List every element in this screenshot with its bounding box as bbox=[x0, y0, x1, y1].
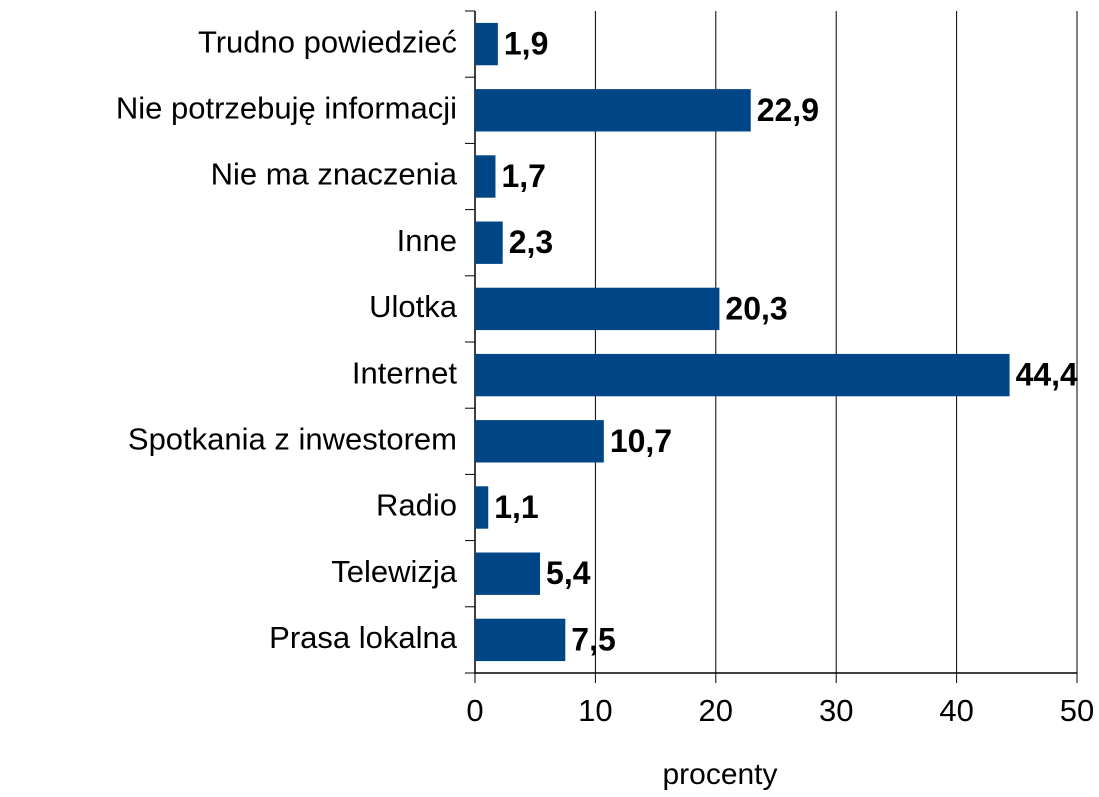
value-label: 22,9 bbox=[757, 92, 819, 128]
y-tick-label: Spotkania z inwestorem bbox=[128, 421, 457, 456]
bar bbox=[475, 420, 604, 463]
bar bbox=[475, 221, 503, 264]
value-label: 5,4 bbox=[546, 555, 591, 591]
bar bbox=[475, 89, 751, 132]
y-tick-label: Trudno powiedzieć bbox=[198, 24, 457, 59]
value-label: 10,7 bbox=[610, 423, 672, 459]
y-tick-label: Ulotka bbox=[369, 289, 458, 324]
bar bbox=[475, 22, 498, 66]
value-label: 2,3 bbox=[509, 224, 553, 260]
value-label: 44,4 bbox=[1016, 357, 1078, 393]
value-label: 1,9 bbox=[504, 26, 548, 62]
x-tick-label: 40 bbox=[939, 693, 973, 728]
y-tick-label: Telewizja bbox=[331, 554, 458, 589]
y-tick-label: Inne bbox=[397, 223, 457, 258]
value-label: 1,1 bbox=[494, 489, 538, 525]
bar bbox=[475, 552, 541, 595]
value-label: 20,3 bbox=[725, 290, 787, 326]
bar bbox=[475, 486, 489, 529]
bar bbox=[475, 353, 1010, 397]
bar bbox=[475, 155, 496, 198]
bar bbox=[475, 287, 720, 331]
x-axis-title: procenty bbox=[662, 758, 777, 791]
y-tick-label: Prasa lokalna bbox=[269, 620, 458, 655]
x-tick-label: 0 bbox=[466, 693, 483, 728]
y-tick-label: Internet bbox=[352, 355, 458, 390]
x-tick-label: 10 bbox=[578, 693, 612, 728]
y-tick-label: Nie ma znaczenia bbox=[211, 157, 458, 192]
x-tick-label: 20 bbox=[699, 693, 733, 728]
value-label: 1,7 bbox=[501, 158, 545, 194]
x-tick-label: 30 bbox=[819, 693, 853, 728]
y-tick-label: Nie potrzebuję informacji bbox=[116, 90, 457, 125]
x-tick-label: 50 bbox=[1060, 693, 1094, 728]
bar bbox=[475, 618, 566, 662]
y-tick-label: Radio bbox=[376, 488, 457, 523]
value-label: 7,5 bbox=[571, 621, 615, 657]
